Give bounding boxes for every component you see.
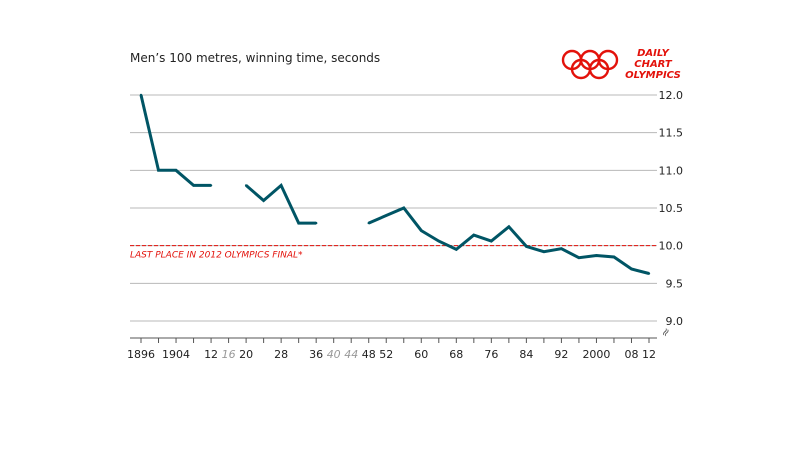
data-point (192, 184, 195, 187)
data-point (595, 254, 598, 257)
reference-line-label: LAST PLACE IN 2012 OLYMPICS FINAL* (130, 251, 303, 261)
data-point (560, 247, 563, 250)
y-tick-label: 11.5 (659, 127, 684, 140)
data-point (472, 233, 476, 237)
x-tick-label: 92 (554, 348, 568, 361)
x-tick-label: 1904 (162, 348, 190, 361)
logo-line-2: CHART (634, 59, 672, 70)
y-tick-label: 9.5 (666, 277, 684, 290)
y-tick-label: 9.0 (666, 315, 684, 328)
data-point (297, 221, 300, 225)
x-tick-label: 12 (204, 348, 218, 361)
x-tick-label: 12 (642, 348, 656, 361)
x-tick-label: 20 (239, 348, 253, 361)
x-tick-label: 76 (484, 348, 498, 361)
data-point (490, 239, 493, 243)
data-point (209, 184, 213, 187)
y-tick-label: 11.0 (659, 164, 684, 177)
data-point (279, 184, 283, 187)
x-tick-label: 40 (327, 348, 341, 361)
olympic-rings-icon (561, 49, 619, 80)
data-point (262, 199, 265, 202)
x-tick-label: 36 (309, 348, 323, 361)
x-tick-label: 48 (362, 348, 376, 361)
data-point (507, 225, 511, 229)
data-point (402, 206, 405, 210)
x-tick-label: 16 (222, 348, 236, 361)
logo-text: DAILY CHART OLYMPICS (608, 48, 698, 81)
data-point (577, 256, 581, 259)
data-point (437, 239, 440, 243)
data-point (542, 250, 546, 253)
x-tick-label: 68 (449, 348, 463, 361)
y-tick-label: 10.0 (659, 240, 684, 253)
x-tick-label: 1896 (127, 348, 155, 361)
x-tick-label: 08 (624, 348, 638, 361)
data-point (455, 248, 458, 251)
data-point (420, 229, 423, 232)
data-point (647, 272, 651, 275)
logo-line-1: DAILY (637, 48, 669, 59)
data-point (314, 221, 318, 225)
logo-line-3: OLYMPICS (625, 70, 681, 81)
x-tick-label: 44 (344, 348, 358, 361)
data-point (139, 93, 143, 97)
data-point (630, 267, 633, 271)
data-point (157, 169, 160, 172)
data-point (525, 245, 528, 248)
data-point (385, 214, 388, 217)
data-point (612, 255, 616, 259)
x-tick-label: 2000 (582, 348, 610, 361)
chart-title: Men’s 100 metres, winning time, seconds (130, 51, 381, 65)
data-point (367, 221, 370, 225)
x-tick-label: 60 (414, 348, 428, 361)
x-tick-label: 84 (519, 348, 533, 361)
x-tick-label: 28 (274, 348, 288, 361)
x-tick-label: 52 (379, 348, 393, 361)
y-tick-label: 10.5 (659, 202, 684, 215)
data-point (244, 184, 248, 187)
y-tick-label: 12.0 (659, 89, 684, 102)
series-line (245, 182, 317, 225)
series-line (139, 94, 212, 187)
data-point (174, 169, 178, 172)
series-line (368, 206, 650, 275)
